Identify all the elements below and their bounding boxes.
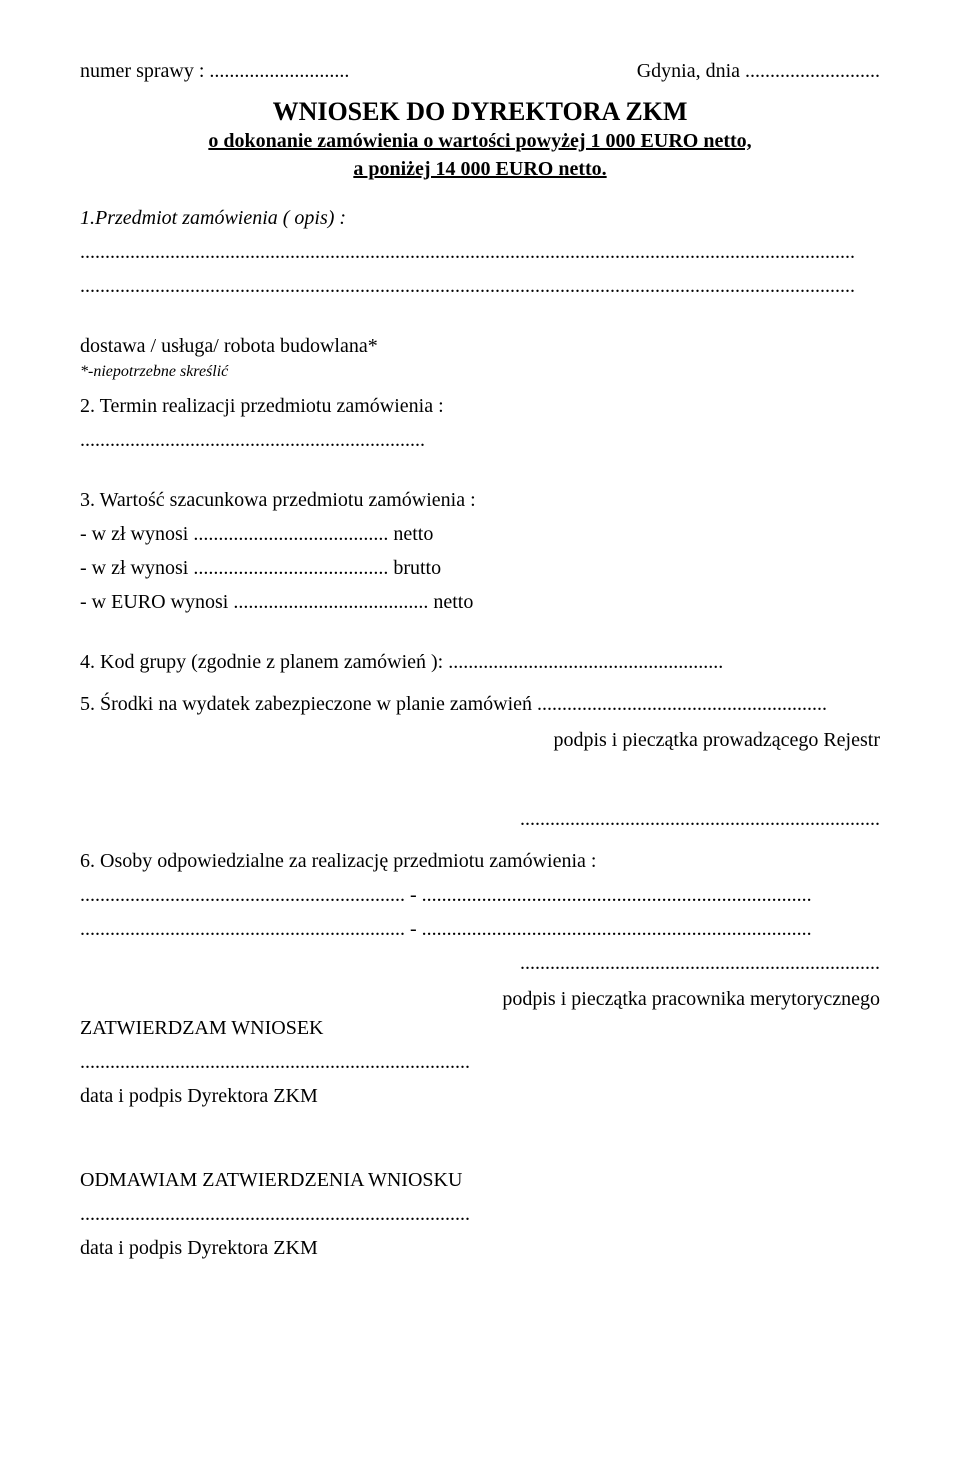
item-5-label: 5. Środki na wydatek zabezpieczone w pla… (80, 693, 532, 715)
item-1-label: 1.Przedmiot zamówienia ( opis) : (80, 201, 880, 235)
item-5-dots: ........................................… (537, 693, 827, 715)
item-3b-dots: ....................................... (193, 557, 388, 579)
item-6-row2-dash: - (410, 918, 422, 940)
approve-title: ZATWIERDZAM WNIOSEK (80, 1011, 880, 1045)
case-number-label: numer sprawy : (80, 60, 204, 82)
city-date-prefix: Gdynia, dnia (637, 60, 740, 82)
item-6-row2-left: ........................................… (80, 918, 405, 940)
item-3c-dots: ....................................... (233, 591, 428, 613)
item-6-row2-right: ........................................… (422, 918, 812, 940)
item-2-dots: ........................................… (80, 423, 880, 457)
document-subtitle-1: o dokonanie zamówienia o wartości powyże… (80, 127, 880, 155)
document-subtitle-2: a poniżej 14 000 EURO netto. (80, 155, 880, 183)
item-6-row-1: ........................................… (80, 878, 880, 912)
item-6-row1-dash: - (410, 884, 422, 906)
item-3a-dots: ....................................... (193, 523, 388, 545)
item-3a-suffix: netto (393, 523, 433, 545)
case-number: numer sprawy : .........................… (80, 60, 349, 83)
refuse-title: ODMAWIAM ZATWIERDZENIA WNIOSKU (80, 1163, 880, 1197)
header-row: numer sprawy : .........................… (80, 60, 880, 83)
page: numer sprawy : .........................… (0, 0, 960, 1464)
refuse-label: data i podpis Dyrektora ZKM (80, 1231, 880, 1265)
item-6-row-2: ........................................… (80, 912, 880, 946)
item-4-label: 4. Kod grupy (zgodnie z planem zamówień … (80, 651, 443, 673)
refuse-dots: ........................................… (80, 1197, 880, 1231)
item-2-label: 2. Termin realizacji przedmiotu zamówien… (80, 389, 880, 423)
approve-label: data i podpis Dyrektora ZKM (80, 1079, 880, 1113)
document-title: WNIOSEK DO DYREKTORA ZKM (80, 97, 880, 127)
item-3a-prefix: - w zł wynosi (80, 523, 188, 545)
case-number-dots: ............................ (209, 60, 349, 82)
item-5-signature-dots: ........................................… (80, 802, 880, 836)
item-3-line-c: - w EURO wynosi ........................… (80, 585, 880, 619)
item-5-signature-label: podpis i pieczątka prowadzącego Rejestr (80, 729, 880, 752)
item-3b-suffix: brutto (393, 557, 441, 579)
item-3-line-a: - w zł wynosi ..........................… (80, 517, 880, 551)
item-6-row1-left: ........................................… (80, 884, 405, 906)
item-4-dots: ........................................… (448, 651, 723, 673)
item-1-dots-1: ........................................… (80, 235, 880, 269)
title-block: WNIOSEK DO DYREKTORA ZKM o dokonanie zam… (80, 97, 880, 183)
item-6-signature-dots: ........................................… (80, 946, 880, 980)
item-3c-prefix: - w EURO wynosi (80, 591, 228, 613)
item-3-line-b: - w zł wynosi ..........................… (80, 551, 880, 585)
item-6-signature-label: podpis i pieczątka pracownika merytorycz… (80, 988, 880, 1011)
delivery-line: dostawa / usługa/ robota budowlana* (80, 329, 880, 363)
city-date: Gdynia, dnia ........................... (637, 60, 880, 83)
item-6-row1-right: ........................................… (422, 884, 812, 906)
item-4: 4. Kod grupy (zgodnie z planem zamówień … (80, 645, 880, 679)
item-6-label: 6. Osoby odpowiedzialne za realizację pr… (80, 844, 880, 878)
item-3b-prefix: - w zł wynosi (80, 557, 188, 579)
city-date-dots: ........................... (745, 60, 880, 82)
item-3-label: 3. Wartość szacunkowa przedmiotu zamówie… (80, 483, 880, 517)
approve-dots: ........................................… (80, 1045, 880, 1079)
delivery-note: *-niepotrzebne skreślić (80, 363, 880, 381)
item-1-dots-2: ........................................… (80, 269, 880, 303)
item-5: 5. Środki na wydatek zabezpieczone w pla… (80, 687, 880, 721)
item-3c-suffix: netto (433, 591, 473, 613)
